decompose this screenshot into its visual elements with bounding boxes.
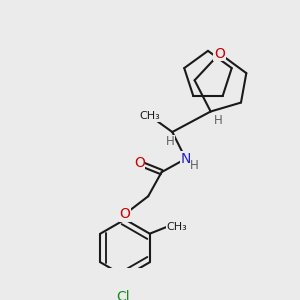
Text: O: O (120, 207, 130, 221)
Text: Cl: Cl (116, 290, 130, 300)
Text: CH₃: CH₃ (140, 111, 160, 121)
Text: CH₃: CH₃ (166, 222, 187, 232)
Text: H: H (213, 114, 222, 127)
Text: O: O (214, 46, 225, 61)
Text: O: O (134, 156, 145, 170)
Text: H: H (190, 158, 199, 172)
Text: N: N (181, 152, 191, 166)
Text: H: H (166, 135, 175, 148)
